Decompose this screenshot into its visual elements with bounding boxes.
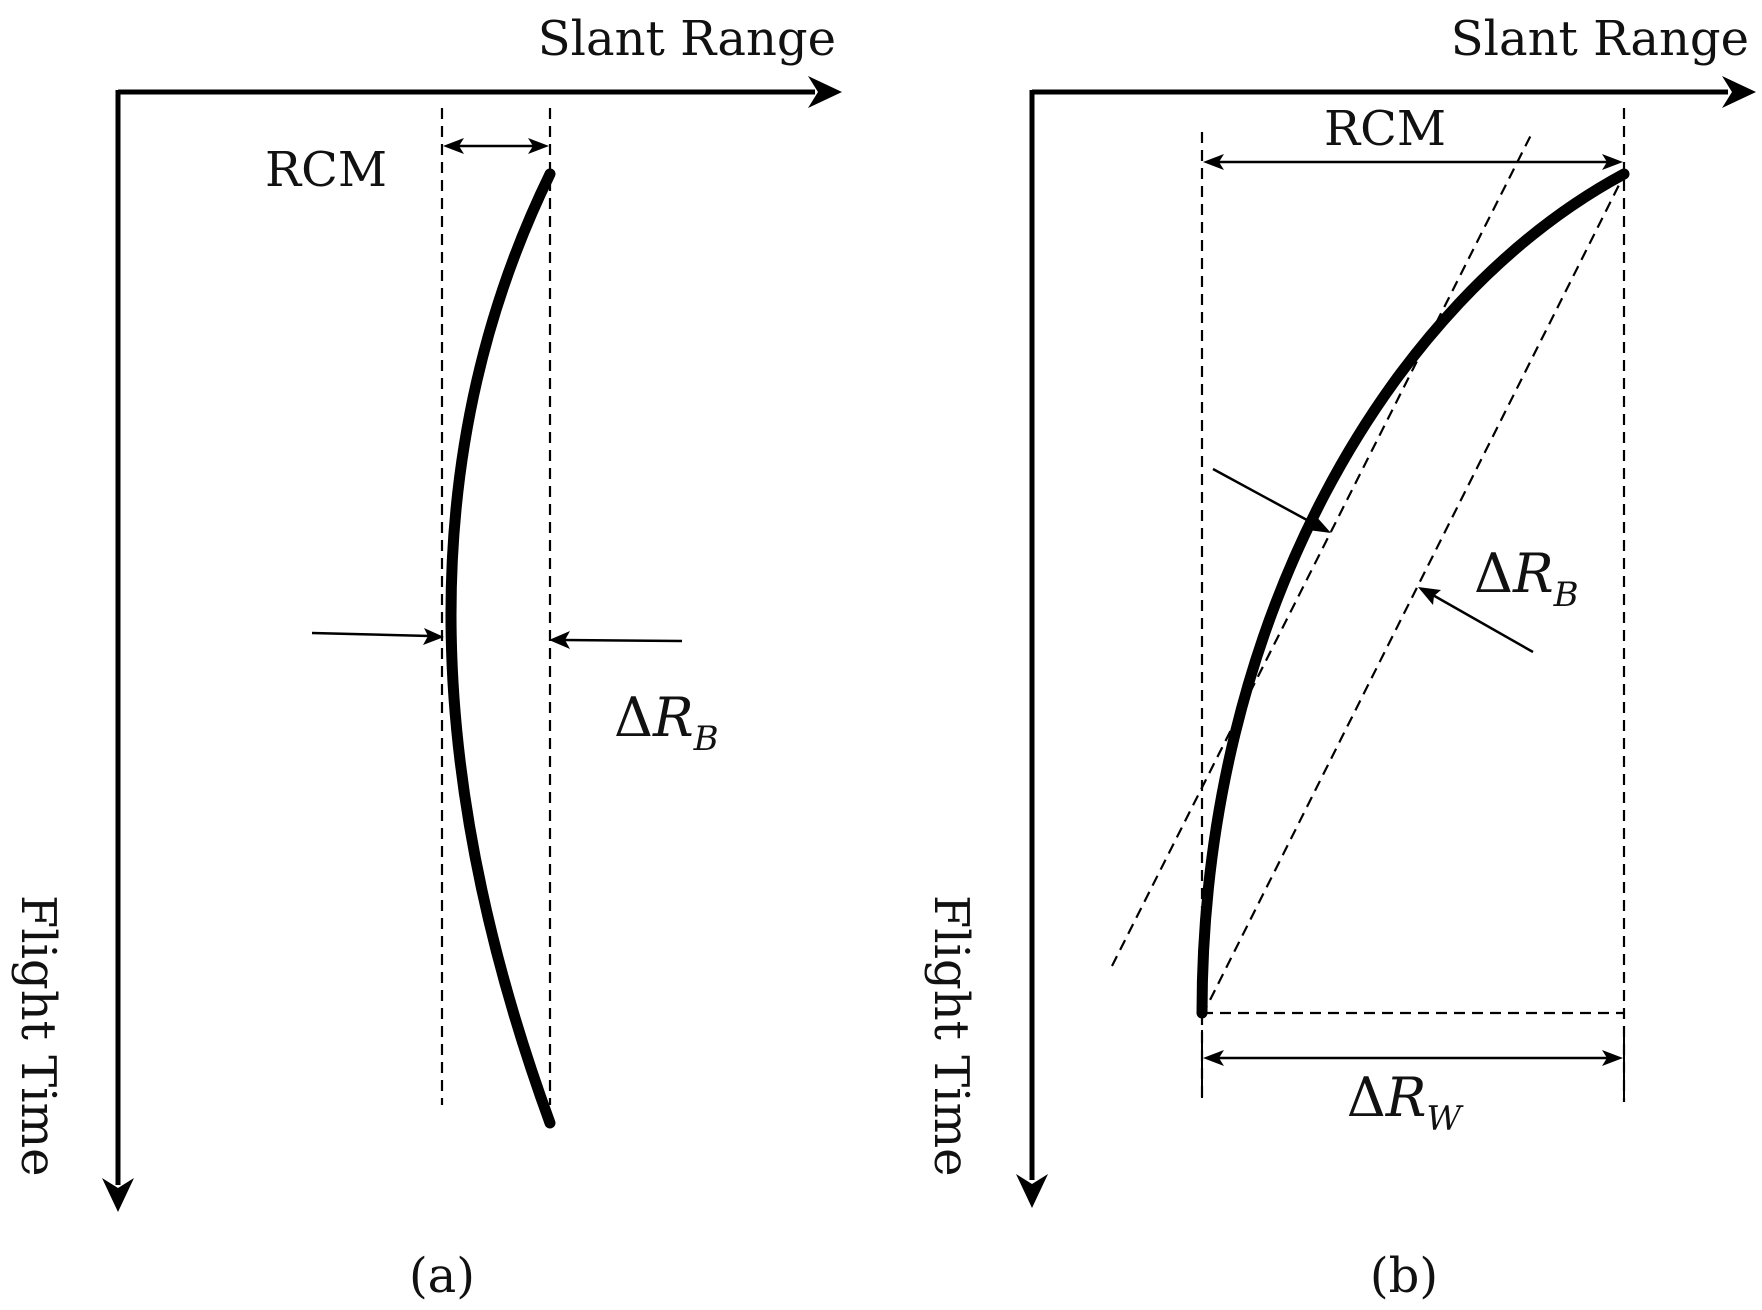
caption-a: (a) [409,1248,475,1304]
rcm-dimension-arrow-a [443,138,549,154]
axis-arrowhead-icon [808,76,842,108]
flight-time-label-b: Flight Time [923,895,979,1176]
delta-rb-pointer-upper-b [1212,467,1331,533]
axis-arrowhead-icon [1016,1174,1048,1208]
delta-rb-pointer-lower-b [1418,587,1534,654]
panel-b: Slant Range Flight Time RCM ΔRB [923,11,1756,1304]
dashed-tangent-line-b [1111,132,1533,967]
flight-time-axis-a [102,90,134,1212]
range-migration-curve-a [445,168,556,1129]
rcm-label-a: RCM [265,142,387,198]
delta-rb-label-a: ΔRB [614,686,719,759]
delta-rb-pointer-left-a [311,628,444,645]
flight-time-label-a: Flight Time [10,895,66,1176]
delta-rb-label-b: ΔRB [1474,542,1579,615]
delta-rb-pointer-right-a [549,631,683,649]
axis-arrowhead-icon [1722,76,1756,108]
delta-rw-dimension-arrow-b [1201,1030,1625,1098]
axis-arrowhead-icon [102,1178,134,1212]
flight-time-axis-b [1016,90,1048,1208]
rcm-dimension-arrow-b [1203,154,1623,170]
panel-a: Slant Range Flight Time RCM ΔRB (a) [10,11,842,1304]
range-migration-curve-b [1196,168,1630,1019]
dashed-chord-line-b [1201,174,1625,1017]
caption-b: (b) [1370,1248,1438,1304]
slant-range-axis-a [118,76,842,108]
rcm-label-b: RCM [1324,101,1446,157]
delta-rw-label-b: ΔRW [1347,1066,1465,1139]
slant-range-label-a: Slant Range [538,11,836,67]
slant-range-axis-b [1032,76,1756,108]
slant-range-label-b: Slant Range [1451,11,1749,67]
